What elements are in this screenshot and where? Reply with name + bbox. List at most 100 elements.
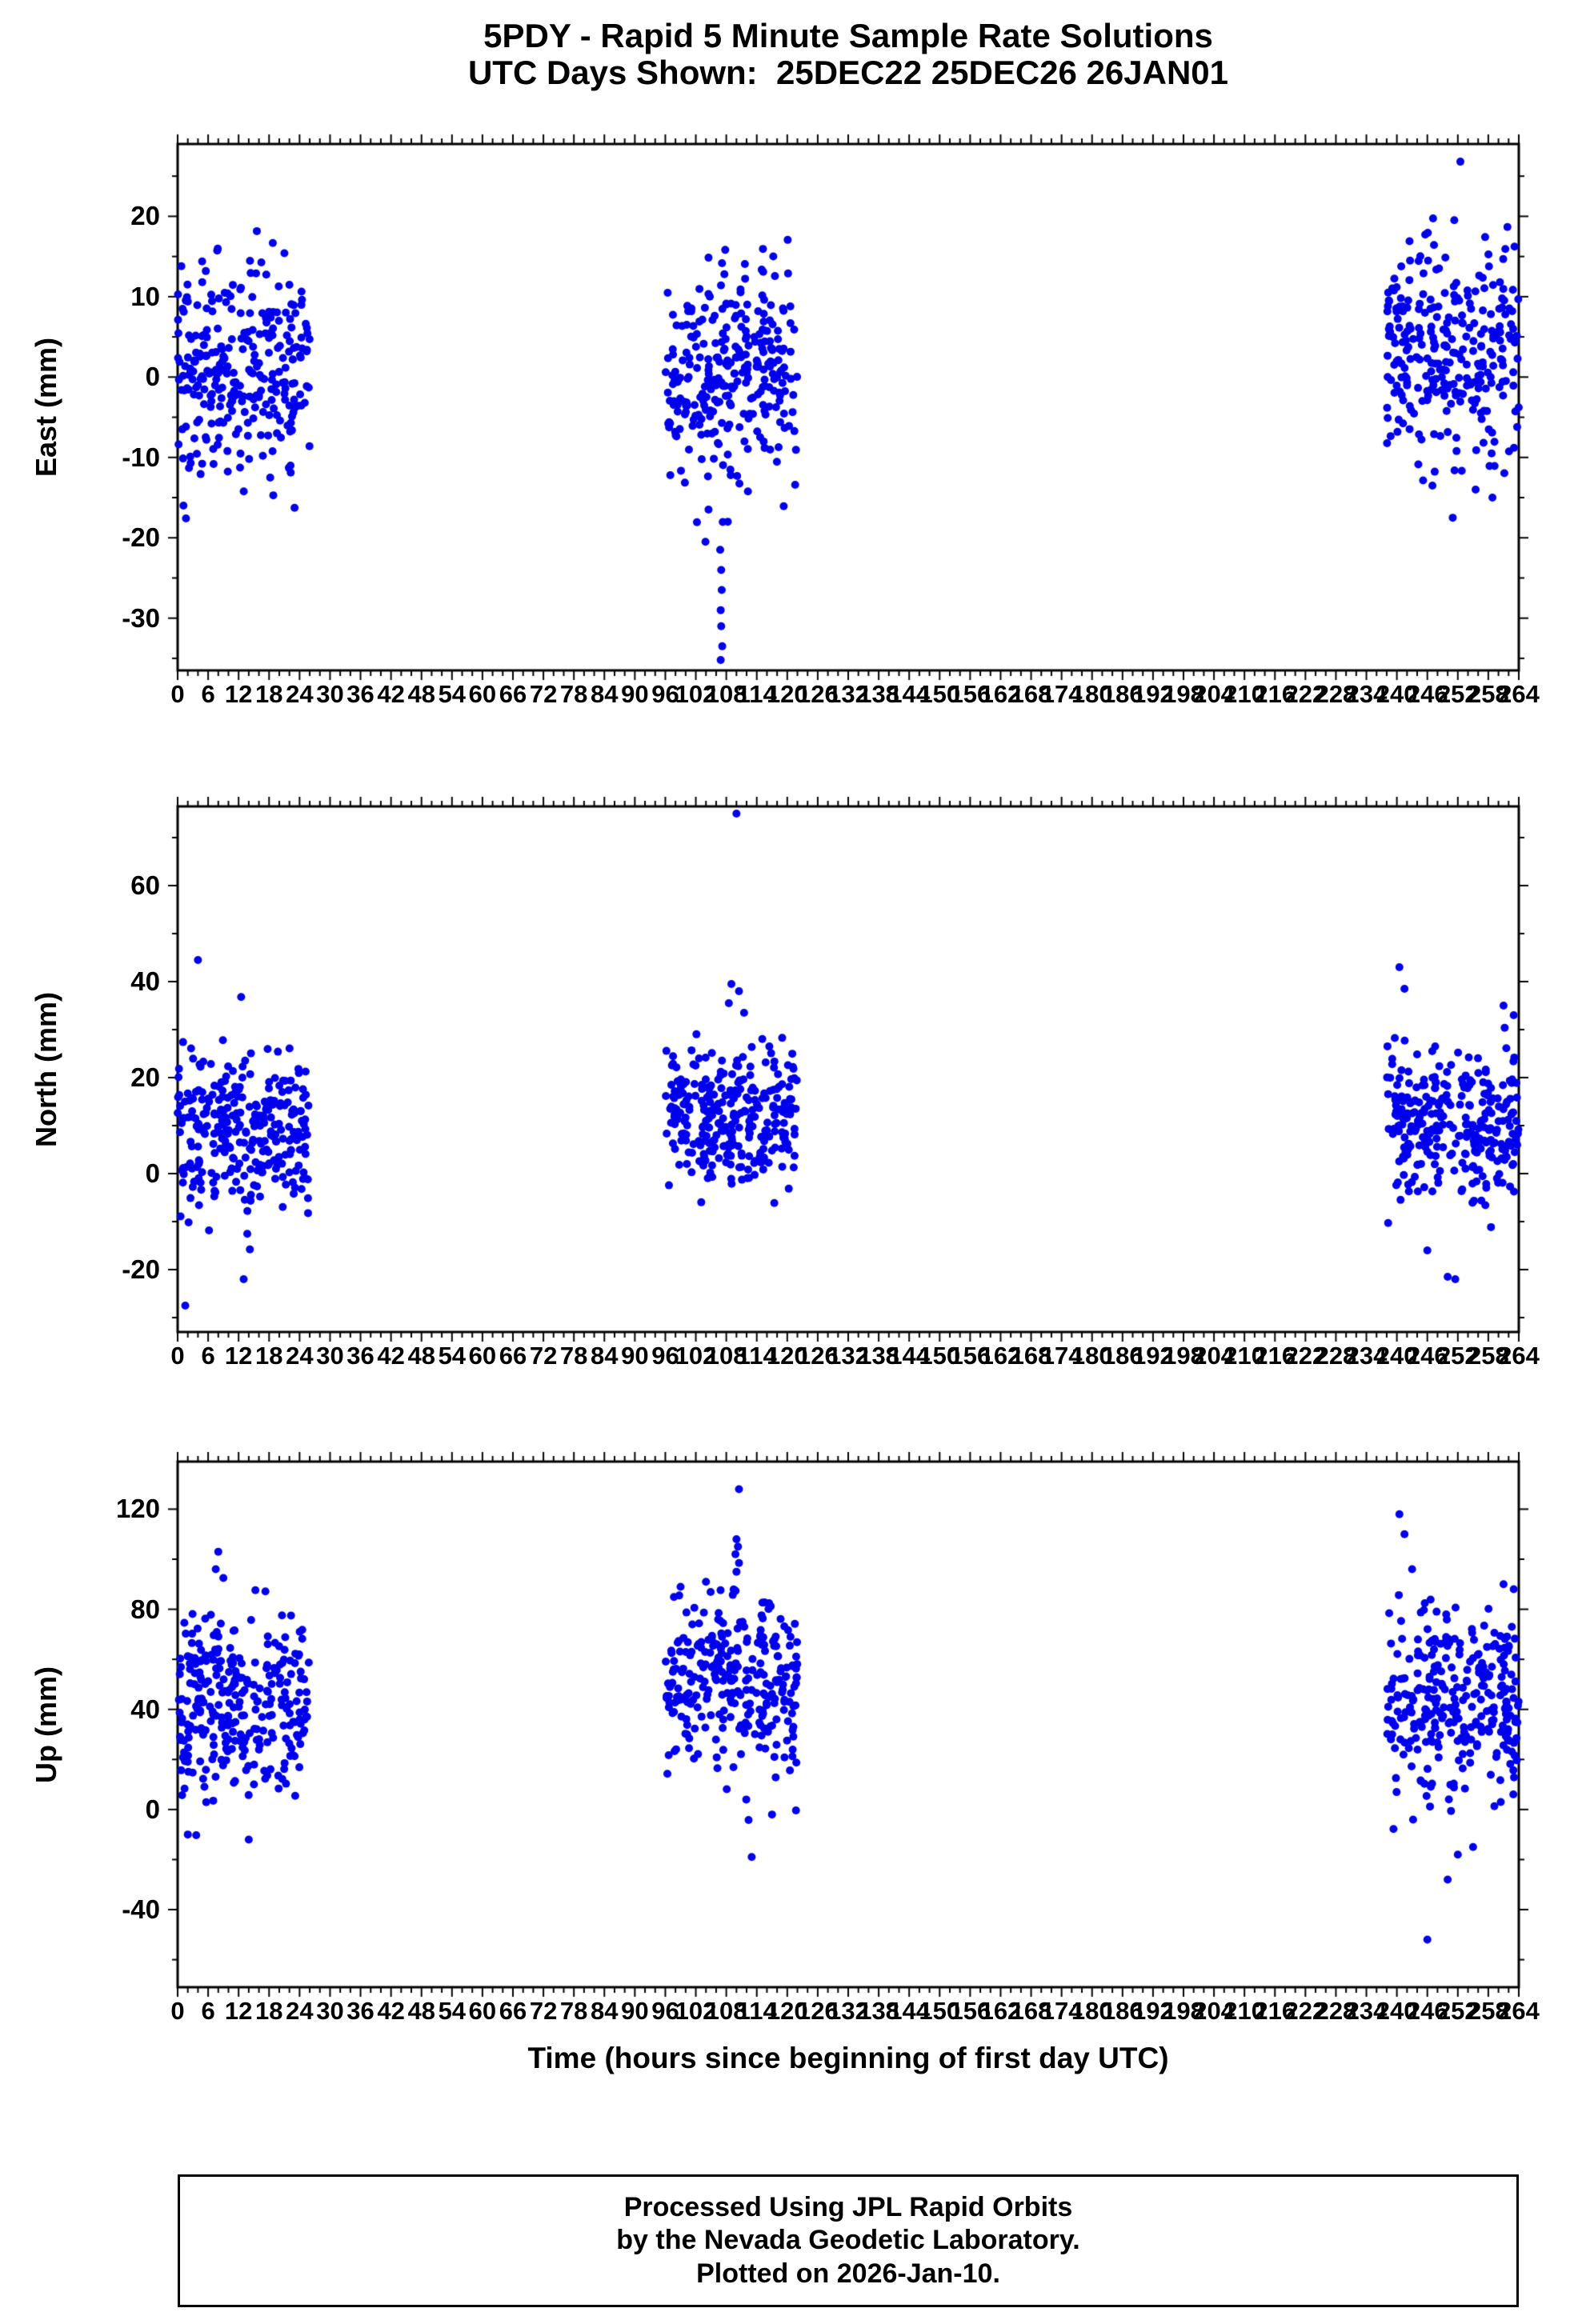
- north-panel: North (mm) -20 0 20 40 60 0 6 12 18 24 30 36 42 48 54…: [0, 786, 1570, 1388]
- y-tick-label: -20: [122, 1254, 160, 1284]
- up-panel: Up (mm) -40 0 40 80 120 0 6 12 18 24 30 36 42 48 54 60…: [0, 1441, 1570, 2043]
- x-tick-label: 48: [407, 680, 435, 708]
- x-tick-label: 96: [651, 680, 679, 708]
- x-tick-label: 198: [1163, 1997, 1204, 2025]
- x-tick-label: 90: [621, 1342, 649, 1370]
- x-tick-label: 96: [651, 1997, 679, 2025]
- x-tick-label: 138: [858, 1997, 899, 2025]
- x-tick-label: 12: [224, 1997, 253, 2025]
- x-tick-label: 210: [1224, 680, 1266, 708]
- y-tick-label: 80: [130, 1594, 160, 1624]
- x-tick-label: 156: [949, 1997, 991, 2025]
- x-tick-label: 240: [1376, 1342, 1418, 1370]
- x-tick-label: 228: [1315, 1997, 1357, 2025]
- x-tick-label: 204: [1193, 680, 1235, 708]
- x-tick-label: 78: [559, 680, 588, 708]
- east-axis-label: East (mm): [30, 337, 62, 478]
- x-tick-label: 258: [1468, 680, 1509, 708]
- x-tick-label: 114: [736, 1997, 777, 2025]
- up-scatter-canvas: [157, 1441, 1540, 2008]
- x-tick-label: 114: [736, 680, 777, 708]
- x-tick-label: 252: [1436, 680, 1479, 708]
- x-tick-label: 186: [1101, 1342, 1143, 1370]
- x-tick-label: 216: [1254, 1997, 1296, 2025]
- x-tick-label: 246: [1406, 1342, 1448, 1370]
- x-tick-label: 180: [1071, 680, 1113, 708]
- x-axis-title: Time (hours since beginning of first day…: [527, 2042, 1169, 2074]
- north-scatter-canvas: [157, 786, 1540, 1353]
- x-tick-label: 138: [858, 1342, 899, 1370]
- east-panel: East (mm) -30 -20 -10 0 10 20 0 6 12 18 24 30 36 42 4…: [0, 123, 1570, 726]
- y-tick-label: 0: [145, 1794, 160, 1824]
- x-tick-label: 66: [499, 1997, 527, 2025]
- x-tick-label: 258: [1468, 1997, 1509, 2025]
- x-tick-label: 222: [1284, 1997, 1327, 2025]
- x-tick-label: 12: [224, 680, 253, 708]
- x-tick-label: 132: [827, 680, 869, 708]
- x-tick-label: 84: [591, 1342, 619, 1370]
- x-tick-label: 150: [919, 1997, 961, 2025]
- x-tick-label: 132: [827, 1342, 869, 1370]
- x-tick-label: 186: [1101, 1997, 1143, 2025]
- up-axis-label: Up (mm): [30, 1666, 62, 1783]
- x-tick-label: 192: [1132, 1997, 1174, 2025]
- x-tick-label: 144: [888, 680, 931, 708]
- x-tick-label: 246: [1406, 1997, 1448, 2025]
- x-tick-label: 84: [591, 1997, 619, 2025]
- x-tick-label: 54: [438, 1997, 467, 2025]
- x-tick-label: 174: [1040, 680, 1083, 708]
- x-tick-label: 18: [255, 1342, 283, 1370]
- x-tick-label: 126: [797, 1997, 839, 2025]
- x-tick-label: 48: [407, 1342, 435, 1370]
- x-tick-label: 18: [255, 1997, 283, 2025]
- x-tick-label: 0: [170, 1997, 185, 2025]
- x-tick-label: 36: [346, 1342, 374, 1370]
- y-tick-label: -20: [122, 522, 160, 553]
- footer-line3: Plotted on 2026-Jan-10.: [696, 2258, 1000, 2289]
- x-tick-label: 144: [888, 1997, 931, 2025]
- y-tick-label: -40: [122, 1894, 160, 1924]
- x-tick-label: 216: [1254, 1342, 1296, 1370]
- x-tick-label: 252: [1436, 1342, 1479, 1370]
- x-tick-label: 162: [979, 680, 1022, 708]
- x-tick-label: 108: [705, 1342, 747, 1370]
- chart-title: 5PDY - Rapid 5 Minute Sample Rate Soluti…: [178, 17, 1519, 91]
- x-tick-label: 90: [621, 680, 649, 708]
- x-tick-label: 222: [1284, 680, 1327, 708]
- x-tick-label: 168: [1010, 680, 1052, 708]
- x-tick-label: 216: [1254, 680, 1296, 708]
- x-tick-label: 90: [621, 1997, 649, 2025]
- x-tick-label: 156: [949, 1342, 991, 1370]
- x-tick-label: 228: [1315, 680, 1357, 708]
- y-tick-label: 20: [130, 201, 160, 231]
- x-tick-label: 102: [675, 1342, 717, 1370]
- x-tick-label: 0: [170, 1342, 185, 1370]
- east-scatter-canvas: [157, 123, 1540, 691]
- x-tick-label: 60: [468, 680, 497, 708]
- x-tick-label: 168: [1010, 1997, 1052, 2025]
- footer-line2: by the Nevada Geodetic Laboratory.: [616, 2225, 1080, 2256]
- x-tick-label: 30: [316, 1997, 344, 2025]
- x-tick-label: 126: [797, 1342, 839, 1370]
- x-tick-label: 24: [286, 1997, 314, 2025]
- x-tick-label: 120: [766, 1997, 808, 2025]
- x-tick-label: 120: [766, 1342, 808, 1370]
- x-tick-label: 6: [201, 1997, 215, 2025]
- x-tick-label: 264: [1498, 1997, 1540, 2025]
- x-tick-label: 114: [736, 1342, 777, 1370]
- x-tick-label: 36: [346, 1997, 374, 2025]
- north-axis-label: North (mm): [30, 991, 62, 1147]
- x-tick-label: 24: [286, 1342, 314, 1370]
- chart-title-line1: 5PDY - Rapid 5 Minute Sample Rate Soluti…: [483, 17, 1213, 54]
- x-tick-label: 240: [1376, 680, 1418, 708]
- x-tick-label: 144: [888, 1342, 931, 1370]
- x-tick-label: 108: [705, 680, 747, 708]
- x-tick-label: 60: [468, 1342, 497, 1370]
- x-tick-label: 72: [529, 1342, 558, 1370]
- x-tick-label: 48: [407, 1997, 435, 2025]
- x-tick-label: 234: [1345, 1997, 1388, 2025]
- x-tick-label: 6: [201, 680, 215, 708]
- x-tick-label: 54: [438, 680, 467, 708]
- x-tick-label: 162: [979, 1342, 1022, 1370]
